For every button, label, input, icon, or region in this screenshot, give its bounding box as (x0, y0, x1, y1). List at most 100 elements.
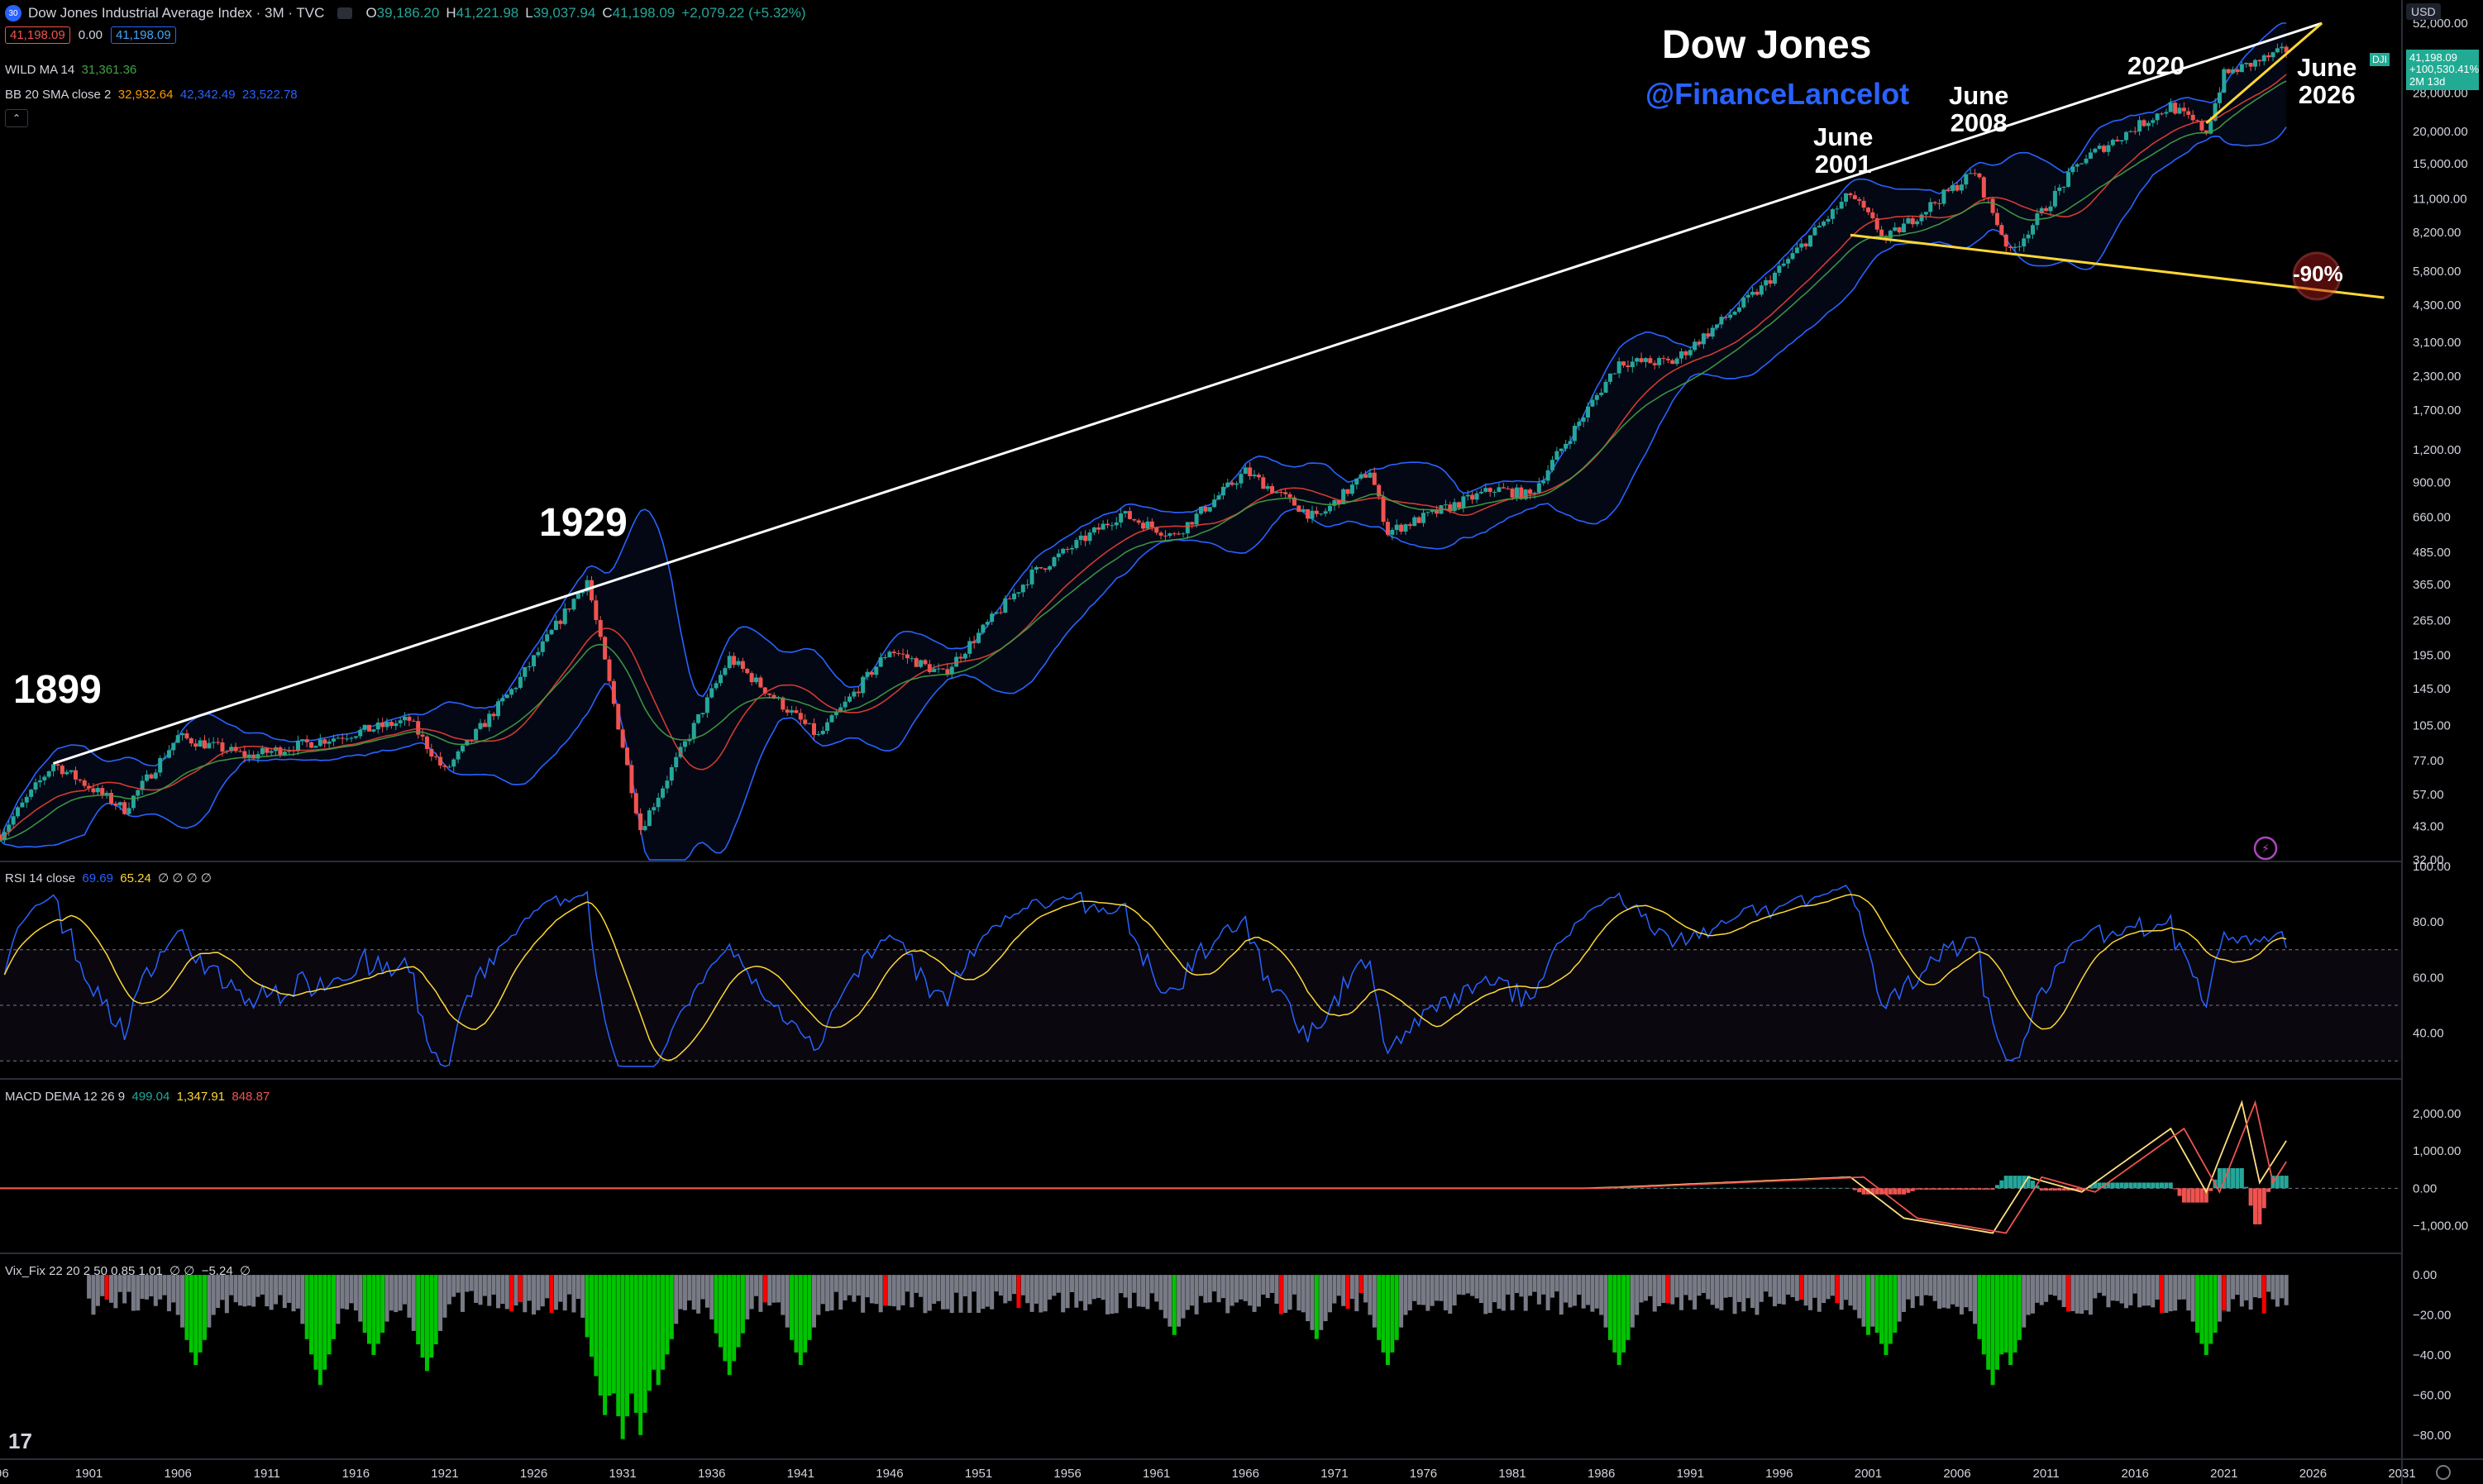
legend-rsi[interactable]: RSI 14 close 69.69 65.24 ∅ ∅ ∅ ∅ (5, 871, 212, 885)
candle (122, 799, 127, 815)
legend-bb[interactable]: BB 20 SMA close 2 32,932.64 42,342.49 23… (5, 88, 298, 102)
vixfix-bar (1781, 1275, 1786, 1305)
ticker-tag[interactable]: DJI (2370, 53, 2390, 66)
currency-selector[interactable]: USD (2406, 3, 2441, 20)
candle (1839, 197, 1844, 210)
candle (1421, 508, 1425, 527)
candle (456, 749, 461, 764)
legend-macd[interactable]: MACD DEMA 12 26 9 499.04 1,347.91 848.87 (5, 1090, 270, 1104)
candle (1990, 197, 1995, 216)
vixfix-bar (1852, 1275, 1857, 1310)
candle (1594, 393, 1599, 406)
svg-text:⚡: ⚡ (2261, 842, 2270, 856)
macd-tick-label: 2,000.00 (2413, 1107, 2461, 1121)
vixfix-bar (456, 1275, 461, 1293)
vixfix-bar (340, 1275, 345, 1309)
vixfix-bar (149, 1275, 154, 1297)
candle (184, 729, 189, 740)
tradingview-logo[interactable]: 17 (8, 1429, 32, 1453)
candle (91, 783, 96, 795)
candle (2271, 51, 2275, 61)
candle (536, 647, 541, 658)
candle (140, 775, 145, 795)
vixfix-bar (1506, 1275, 1511, 1295)
vixfix-bar (1443, 1275, 1448, 1310)
vixfix-bar (220, 1275, 225, 1300)
candle (1745, 291, 1750, 303)
candle (919, 659, 924, 669)
price-tick-label: 265.00 (2413, 614, 2451, 628)
vixfix-bar (838, 1275, 843, 1310)
price-tick-label: 11,000.00 (2413, 193, 2467, 207)
time-tick-label: 1956 (1053, 1467, 1081, 1481)
vixfix-bar (403, 1275, 408, 1305)
vixfix-bar (1577, 1275, 1582, 1295)
vixfix-bar (127, 1275, 131, 1292)
vixfix-bar (1385, 1275, 1390, 1366)
vixfix-bar (691, 1275, 696, 1310)
vixfix-bar (1541, 1275, 1546, 1295)
vixfix-bar (1407, 1275, 1412, 1311)
candle (2008, 246, 2013, 252)
candle (2119, 140, 2124, 145)
settings-icon[interactable] (2436, 1465, 2451, 1480)
macd-histogram-bar (2199, 1188, 2204, 1203)
candle (375, 718, 380, 734)
macd-histogram-bar (1994, 1185, 1999, 1189)
alert-icon[interactable]: ⚡ (2253, 836, 2278, 861)
vixfix-bar (2222, 1275, 2227, 1311)
time-tick-label: 1976 (1410, 1467, 1437, 1481)
legend-vixfix[interactable]: Vix_Fix 22 20 2 50 0.85 1.01 ∅ ∅ −5.24 ∅ (5, 1264, 251, 1278)
candle (1679, 348, 1683, 364)
candle (1412, 515, 1417, 527)
macd-histogram-bar (2066, 1188, 2071, 1191)
candle (451, 758, 456, 772)
legend-wild-ma[interactable]: WILD MA 14 31,361.36 (5, 63, 137, 77)
vixfix-bar (1069, 1275, 1074, 1292)
menu-dot-icon[interactable] (337, 7, 353, 19)
vixfix-bar (2013, 1275, 2017, 1353)
candle (1599, 388, 1604, 398)
vixfix-bar (216, 1275, 221, 1309)
candle (1127, 507, 1132, 520)
vixfix-bar (1003, 1275, 1008, 1304)
vixfix-bar (274, 1275, 279, 1305)
sell-price[interactable]: 41,198.09 (5, 26, 70, 44)
vixfix-bar (954, 1275, 959, 1293)
vixfix-bar (1981, 1275, 1986, 1355)
macd-histogram-bar (2222, 1167, 2227, 1189)
macd-histogram-bar (1973, 1188, 1978, 1190)
vixfix-bar (1252, 1275, 1257, 1312)
candle (549, 628, 554, 636)
candle (856, 686, 861, 697)
vixfix-bar (158, 1275, 163, 1300)
vixfix-bar (2284, 1275, 2289, 1305)
macd-histogram-bar (1999, 1180, 2004, 1189)
collapse-legend-button[interactable]: ⌃ (5, 109, 28, 127)
symbol-title[interactable]: Dow Jones Industrial Average Index · 3M … (28, 5, 325, 21)
annotation-1929: 1929 (539, 501, 628, 545)
macd-histogram-bar (2022, 1176, 2027, 1189)
vixfix-bar (1243, 1275, 1248, 1301)
candle (193, 738, 198, 751)
vixfix-bar (1403, 1275, 1408, 1315)
vixfix-bar (504, 1275, 509, 1310)
candle (318, 733, 322, 747)
buy-price[interactable]: 41,198.09 (110, 26, 176, 44)
candle (949, 663, 954, 680)
vixfix-bar (1234, 1275, 1239, 1303)
candle (1799, 238, 1804, 252)
symbol-badge[interactable]: 30 (5, 5, 21, 21)
vixfix-bar (1421, 1275, 1425, 1305)
vixfix-bar (1007, 1275, 1012, 1301)
vixfix-bar (375, 1275, 380, 1344)
vixfix-bar (936, 1275, 941, 1301)
candle (1670, 358, 1675, 365)
macd-tick-label: 1,000.00 (2413, 1144, 2461, 1158)
vixfix-bar (1897, 1275, 1902, 1322)
time-tick-label: 1986 (1588, 1467, 1615, 1481)
candle (1607, 373, 1612, 385)
annotation-2020: 2020 (2127, 51, 2185, 80)
vixfix-bar (669, 1275, 674, 1339)
candle (1292, 495, 1296, 506)
